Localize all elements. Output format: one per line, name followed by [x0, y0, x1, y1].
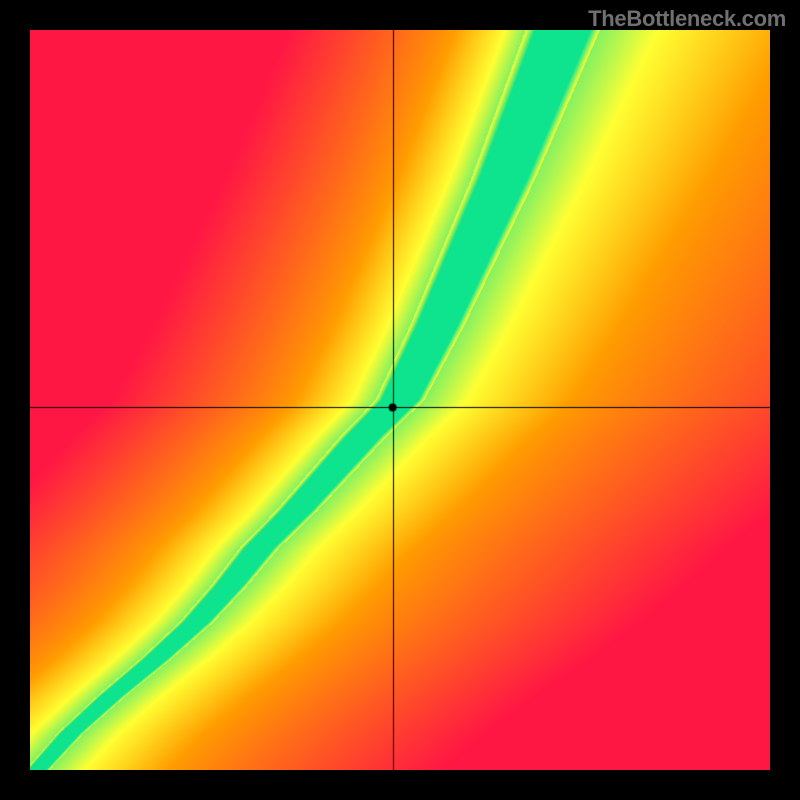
watermark-text: TheBottleneck.com	[588, 6, 786, 32]
bottleneck-heatmap	[30, 30, 770, 770]
chart-container: TheBottleneck.com	[0, 0, 800, 800]
